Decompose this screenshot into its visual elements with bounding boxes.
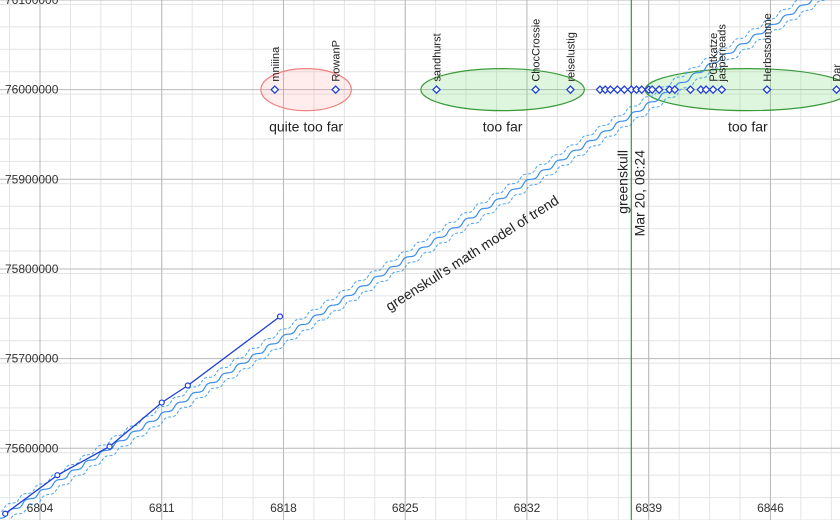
group-label: quite too far	[269, 119, 343, 135]
guess-point	[531, 85, 541, 95]
y-tick-label: 75700000	[5, 352, 59, 366]
marker-date-label: Mar 20, 08:24	[631, 150, 647, 237]
guess-point	[701, 85, 711, 95]
guess-point	[832, 85, 840, 95]
guess-label: reiselustig	[565, 32, 577, 82]
guess-points	[270, 85, 840, 95]
observed-series	[2, 313, 284, 517]
observed-point	[2, 510, 9, 517]
guess-point	[605, 85, 615, 95]
tick-labels: 6804681168186825683268396846687560000075…	[5, 0, 784, 515]
group-label: too far	[728, 119, 768, 135]
group-ellipse	[260, 68, 352, 112]
guess-label: ChocCrossie	[531, 19, 543, 82]
guess-point	[270, 85, 280, 95]
guess-point	[612, 85, 622, 95]
guess-label: sandhurst	[432, 33, 444, 81]
y-tick-label: 75900000	[5, 172, 59, 186]
guess-label: jasperreads	[717, 24, 729, 83]
guess-point	[654, 85, 664, 95]
y-tick-label: 75600000	[5, 441, 59, 455]
guess-label: mniiina	[270, 46, 282, 82]
x-tick-label: 6832	[514, 501, 541, 515]
observed-point	[276, 313, 284, 320]
guess-point	[637, 85, 647, 95]
guess-label: RowanP	[331, 40, 343, 82]
guess-point	[619, 85, 629, 95]
guess-point	[670, 85, 680, 95]
x-tick-label: 6839	[635, 501, 662, 515]
guess-point	[685, 85, 695, 95]
y-tick-label: 76000000	[5, 83, 59, 97]
observed-line	[4, 315, 281, 515]
guess-point	[647, 85, 657, 95]
guess-point	[432, 85, 442, 95]
observed-point	[54, 472, 61, 479]
guess-point	[717, 85, 727, 95]
observed-point	[106, 443, 113, 450]
guess-label: Herbstsomme	[762, 13, 774, 81]
guess-group-ellipses	[260, 68, 840, 112]
marker-name-label: greenskull	[614, 150, 630, 214]
group-ellipse	[420, 68, 585, 112]
guess-point	[762, 85, 772, 95]
y-tick-label: 75800000	[5, 262, 59, 276]
group-label: too far	[483, 119, 523, 135]
y-tick-label: 76100000	[5, 0, 59, 7]
x-tick-label: 6825	[392, 501, 419, 515]
x-tick-label: 6818	[270, 501, 297, 515]
guess-point	[565, 85, 575, 95]
guess-point	[331, 85, 341, 95]
guess-label: Dar	[832, 64, 840, 82]
x-tick-label: 6811	[149, 501, 175, 515]
guess-label: P05tkatze	[708, 33, 720, 82]
observed-point	[158, 399, 165, 406]
x-tick-label: 6804	[27, 501, 54, 515]
trend-upper-band	[9, 0, 828, 520]
x-tick-label: 6846	[757, 501, 784, 515]
observed-point	[184, 382, 191, 389]
guess-point	[708, 85, 718, 95]
